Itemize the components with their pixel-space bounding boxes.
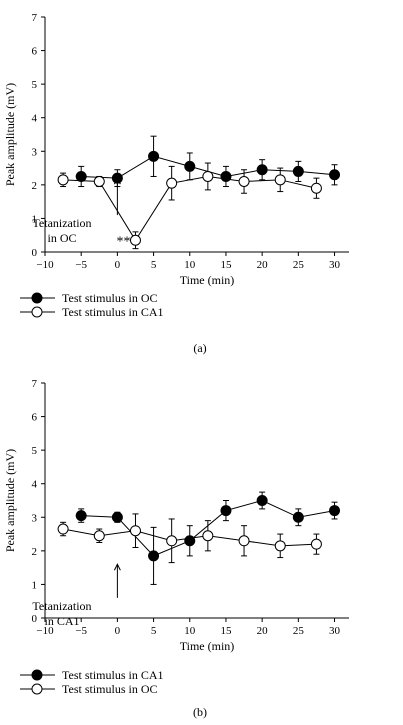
data-point	[202, 530, 214, 542]
annotation-text: in CA1	[44, 614, 79, 628]
x-tick-label: −5	[75, 625, 87, 637]
x-tick-label: 10	[184, 625, 196, 637]
x-tick-label: 0	[115, 625, 121, 637]
panel-b: −10 −5 0 5 10 15 20 25 30 0 1 2 3 4 5 6 7 Time (min) Peak …	[3, 378, 349, 719]
x-axis-label: Time (min)	[180, 639, 235, 653]
series-line	[63, 528, 317, 547]
data-point	[111, 511, 123, 523]
y-axis-label: Peak amplitude (mV)	[3, 449, 17, 552]
legend-marker	[31, 683, 43, 695]
data-point	[274, 540, 286, 552]
legend-label: Test stimulus in OC	[62, 291, 158, 305]
annotation-text: in OC	[47, 231, 76, 245]
data-point	[292, 165, 304, 177]
data-point	[256, 495, 268, 506]
data-point	[57, 174, 69, 186]
data-point	[93, 530, 105, 542]
x-tick-label: 20	[257, 259, 269, 271]
x-tick-label: −5	[75, 259, 87, 271]
x-tick-label: 20	[257, 625, 269, 637]
x-tick-label: −10	[36, 259, 54, 271]
data-point	[166, 177, 178, 189]
y-tick-label: 3	[32, 512, 38, 524]
x-tick-label: 5	[151, 625, 157, 637]
y-tick-label: 1	[32, 579, 38, 591]
x-tick-label: 15	[220, 259, 232, 271]
x-tick-label: 15	[220, 625, 232, 637]
significance-mark: **	[116, 235, 130, 250]
y-tick-label: 0	[32, 613, 38, 625]
data-point	[310, 182, 322, 194]
data-point	[184, 160, 196, 172]
y-tick-label: 4	[32, 479, 38, 491]
x-tick-label: 10	[184, 259, 196, 271]
data-point	[129, 525, 141, 537]
y-tick-label: 3	[32, 146, 38, 158]
y-tick-label: 6	[32, 46, 38, 58]
y-tick-label: 0	[32, 247, 38, 259]
x-tick-label: 5	[151, 259, 157, 271]
legend-label: Test stimulus in OC	[62, 682, 158, 696]
series-filled	[75, 491, 341, 585]
y-tick-label: 1	[32, 213, 38, 225]
data-point	[57, 523, 69, 535]
panel-label: (b)	[193, 705, 207, 719]
data-point	[148, 550, 160, 562]
legend-label: Test stimulus in CA1	[62, 668, 164, 682]
x-tick-label: 0	[115, 259, 121, 271]
annotation-arrowhead	[113, 563, 121, 571]
y-tick-label: 7	[32, 378, 38, 390]
series-filled	[75, 135, 341, 188]
data-point	[256, 164, 268, 176]
annotation-text: Tetanization	[32, 599, 91, 613]
data-point	[93, 176, 105, 187]
panel-a: −10 −5 0 5 10 15 20 25 30 0 1 2 3 4 5 6 7 Time (min) Peak …	[3, 12, 349, 355]
legend-marker	[31, 306, 43, 318]
y-tick-label: 7	[32, 12, 38, 24]
series-open	[57, 513, 322, 564]
data-point	[202, 170, 214, 182]
data-point	[75, 510, 87, 522]
data-point	[148, 150, 160, 162]
legend-marker	[31, 669, 43, 681]
x-tick-label: −10	[36, 625, 54, 637]
y-axis-label: Peak amplitude (mV)	[3, 83, 17, 186]
panel-label: (a)	[193, 341, 206, 355]
data-point	[292, 511, 304, 523]
x-axis-label: Time (min)	[180, 273, 235, 287]
y-tick-label: 2	[32, 546, 38, 558]
y-tick-label: 6	[32, 412, 38, 424]
data-point	[329, 169, 341, 181]
y-tick-label: 2	[32, 180, 38, 192]
data-point	[129, 234, 141, 246]
x-tick-label: 30	[329, 259, 341, 271]
y-tick-label: 5	[32, 445, 38, 457]
data-point	[75, 170, 87, 182]
series-open	[57, 162, 322, 250]
data-point	[329, 505, 341, 517]
data-point	[274, 174, 286, 186]
x-tick-label: 30	[329, 625, 341, 637]
y-tick-label: 4	[32, 113, 38, 125]
data-point	[238, 176, 250, 187]
data-point	[166, 535, 178, 547]
data-point	[238, 535, 250, 547]
legend-label: Test stimulus in CA1	[62, 305, 164, 319]
legend-marker	[31, 292, 43, 304]
x-tick-label: 25	[293, 625, 305, 637]
y-tick-label: 5	[32, 79, 38, 91]
x-tick-label: 25	[293, 259, 305, 271]
annotation-text: Tetanization	[32, 216, 91, 230]
series-line	[63, 175, 317, 242]
annotation-arrowhead	[113, 177, 121, 185]
data-point	[310, 538, 322, 550]
data-point	[220, 505, 232, 517]
